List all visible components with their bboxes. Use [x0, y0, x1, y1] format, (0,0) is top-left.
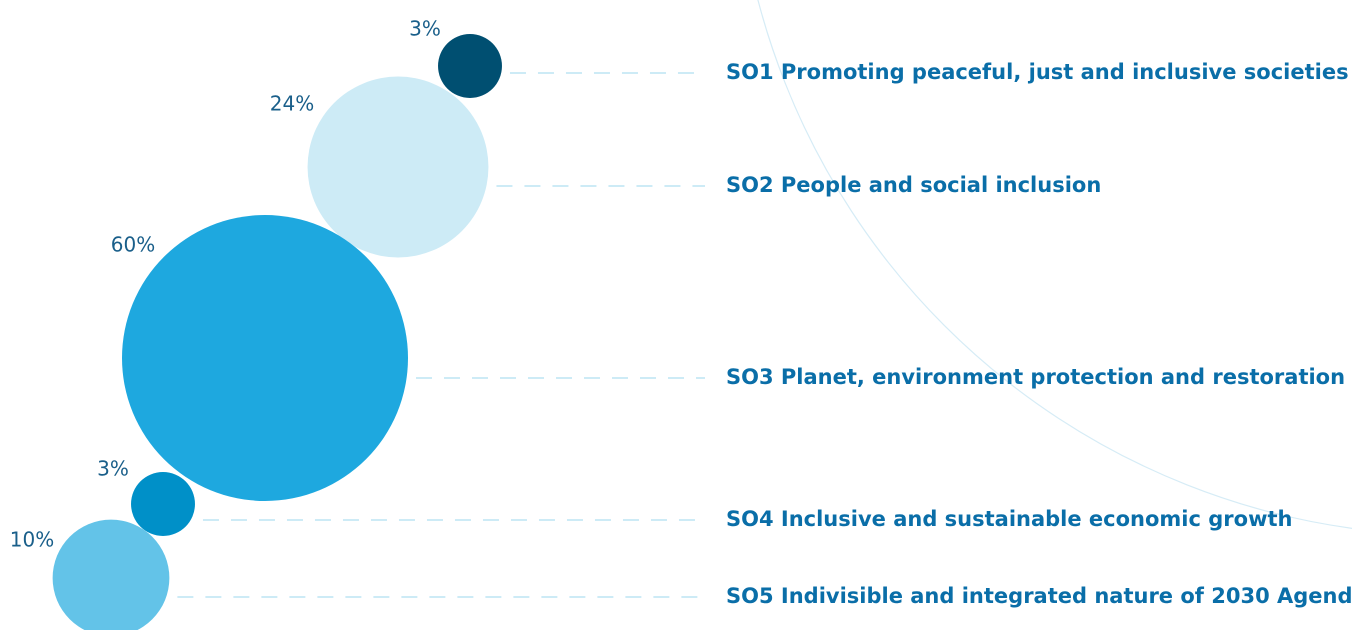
bubble: [52, 519, 170, 630]
value-label: 10%: [10, 528, 54, 552]
value-label: 60%: [111, 233, 155, 257]
category-label: SO1 Promoting peaceful, just and inclusi…: [726, 60, 1349, 84]
category-label: SO2 People and social inclusion: [726, 173, 1101, 197]
value-label: 24%: [270, 92, 314, 116]
category-label: SO4 Inclusive and sustainable economic g…: [726, 507, 1292, 531]
bubble: [131, 472, 195, 536]
value-label: 3%: [97, 457, 129, 481]
category-label: SO5 Indivisible and integrated nature of…: [726, 584, 1352, 608]
bubble: [307, 76, 489, 258]
bubble: [122, 215, 408, 501]
value-label: 3%: [409, 17, 441, 41]
category-label: SO3 Planet, environment protection and r…: [726, 365, 1345, 389]
bubble: [438, 34, 502, 98]
